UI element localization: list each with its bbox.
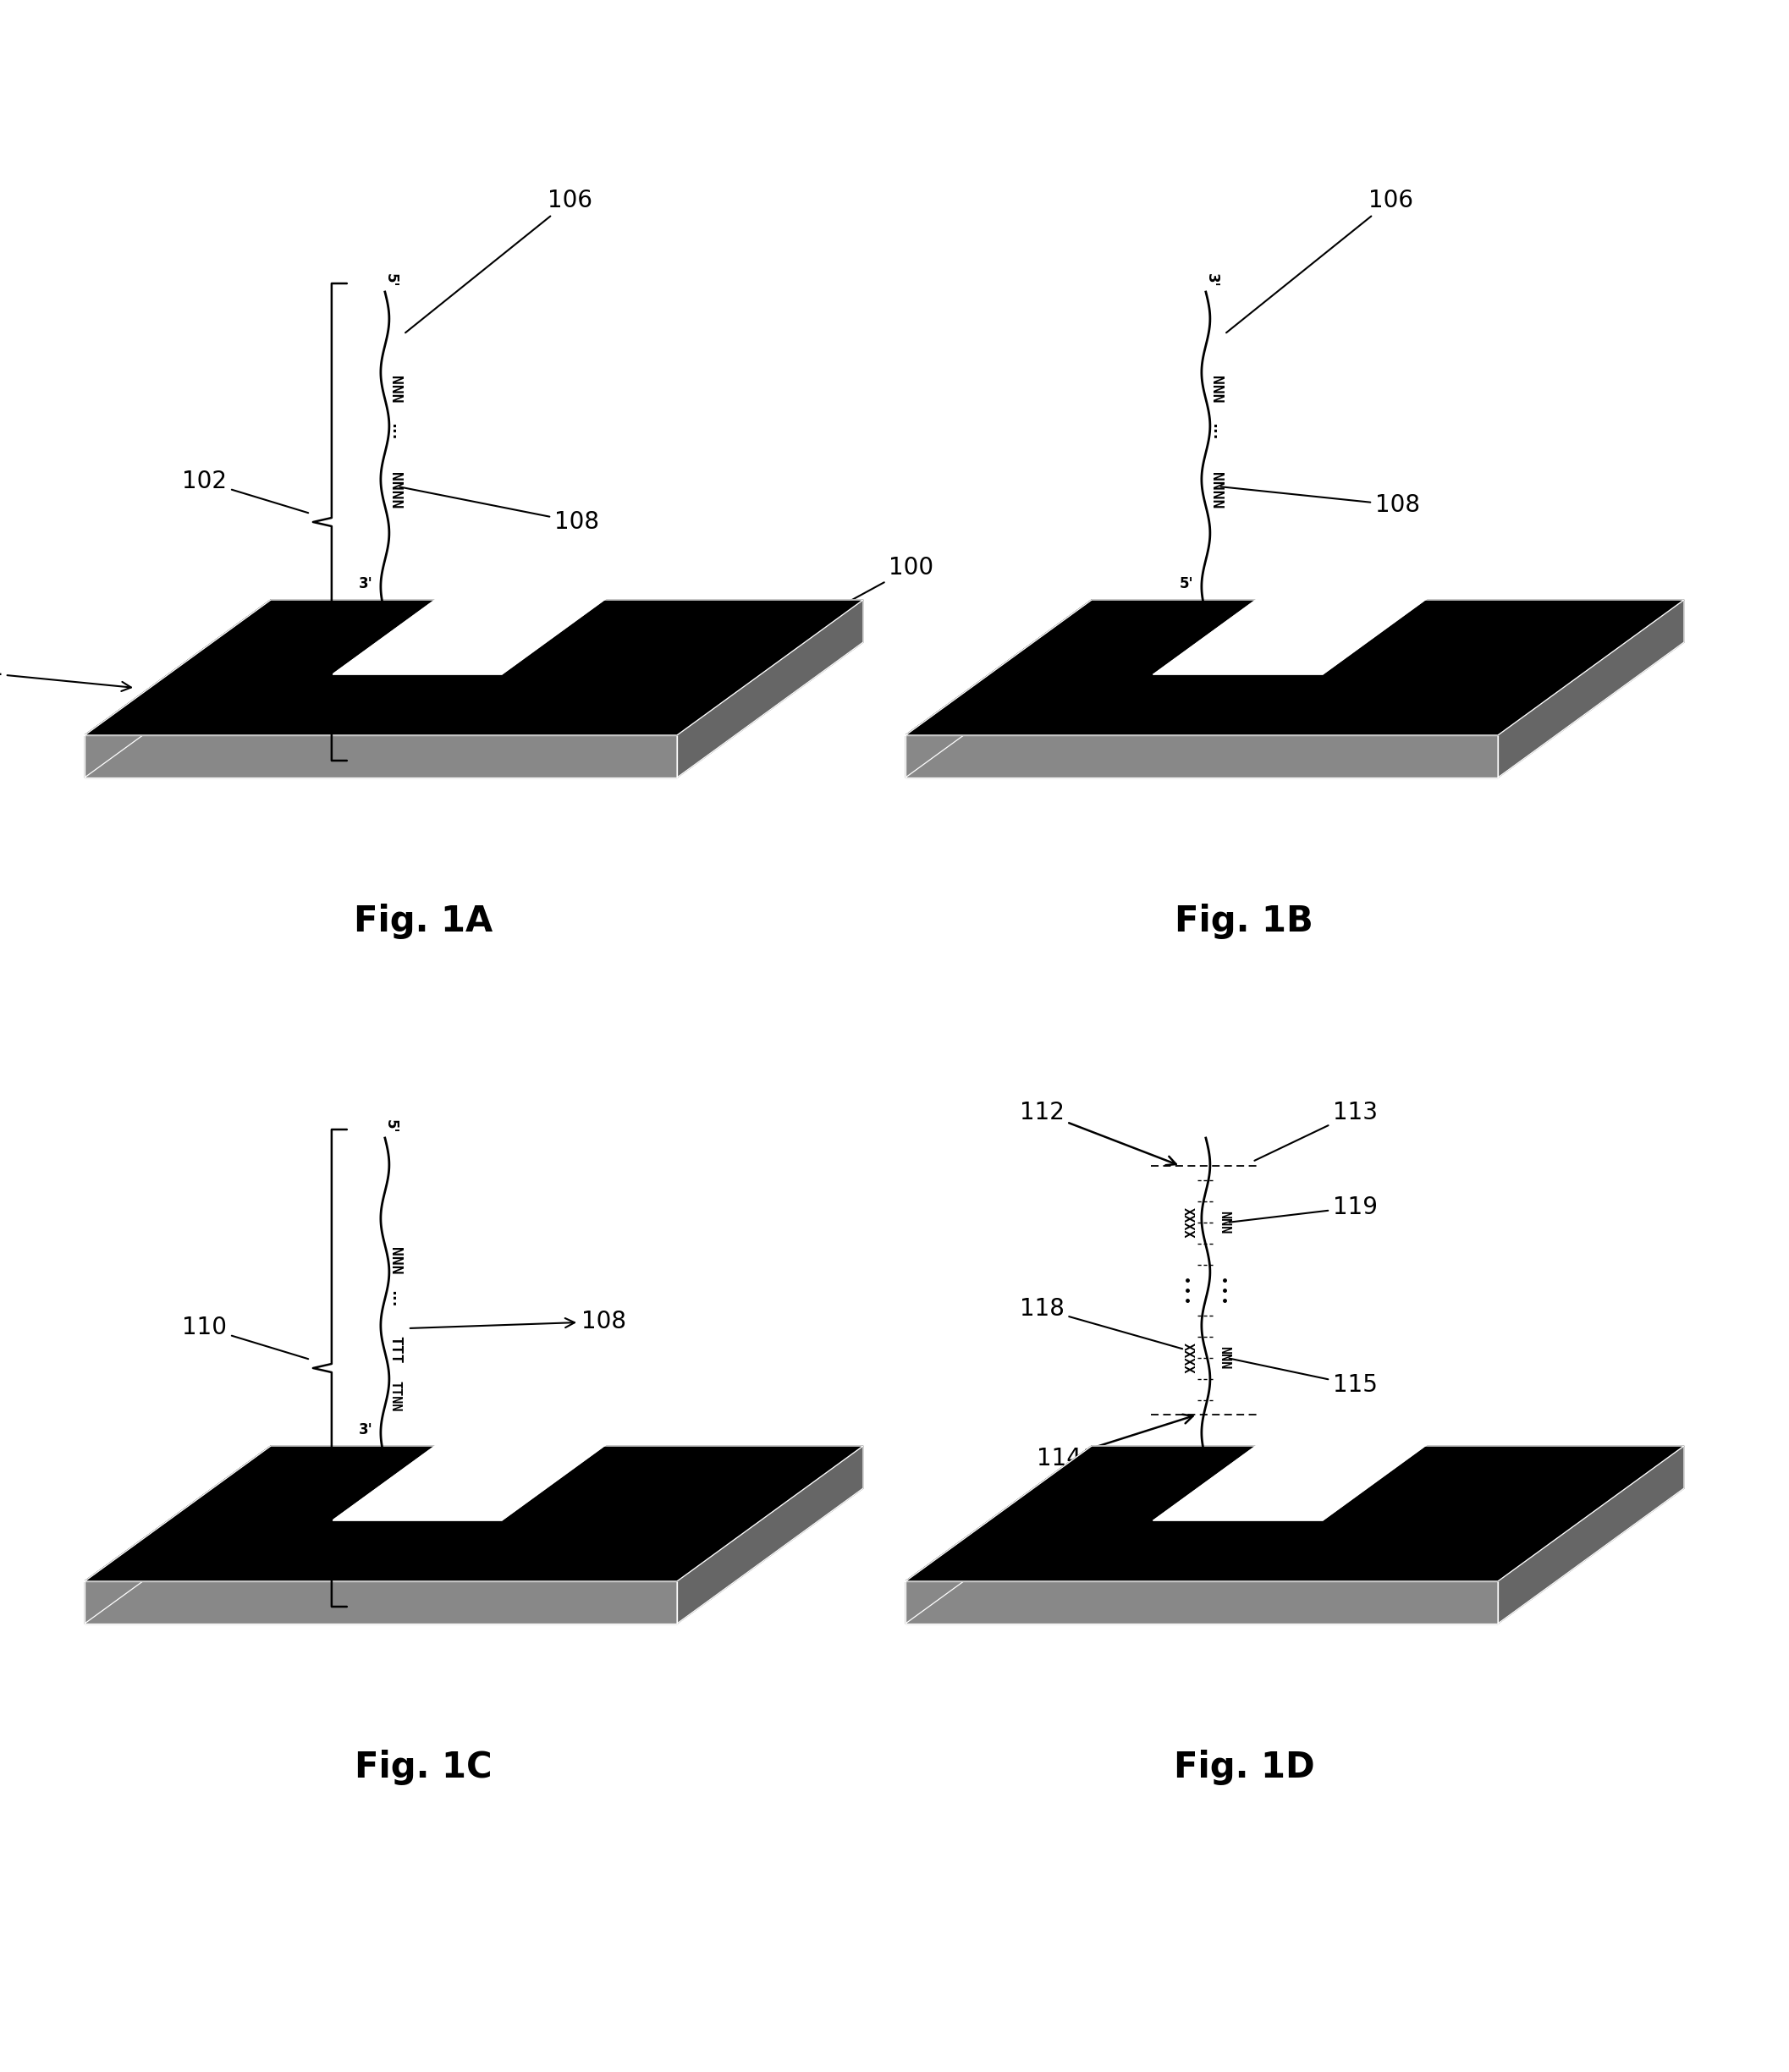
Polygon shape: [84, 1581, 676, 1624]
Polygon shape: [84, 601, 270, 777]
Text: NNN: NNN: [1218, 1210, 1231, 1235]
Text: NNN: NNN: [388, 375, 403, 402]
Text: 102: 102: [182, 470, 308, 514]
Text: 108: 108: [1220, 487, 1420, 516]
Polygon shape: [333, 1444, 606, 1521]
Text: NNN: NNN: [1218, 1347, 1231, 1370]
Polygon shape: [1154, 1444, 1428, 1521]
Polygon shape: [333, 599, 606, 673]
Text: ...: ...: [388, 1291, 403, 1307]
Text: 104: 104: [0, 661, 131, 692]
Polygon shape: [84, 1446, 270, 1624]
Polygon shape: [1154, 599, 1428, 673]
Text: NNN: NNN: [1208, 375, 1224, 402]
Text: 106: 106: [406, 189, 592, 334]
Text: ...: ...: [388, 423, 403, 439]
Text: 108: 108: [401, 487, 599, 535]
Text: 113: 113: [1254, 1100, 1378, 1160]
Text: NNNN: NNNN: [1208, 472, 1224, 510]
Polygon shape: [84, 736, 676, 777]
Text: 3': 3': [358, 576, 372, 591]
Text: 3': 3': [358, 1421, 372, 1438]
Text: XXXX: XXXX: [1181, 1343, 1193, 1374]
Text: 115: 115: [1229, 1359, 1378, 1397]
Text: TTNN: TTNN: [388, 1380, 401, 1411]
Polygon shape: [905, 1446, 1091, 1624]
Text: Fig. 1B: Fig. 1B: [1175, 903, 1313, 939]
Text: 118: 118: [1020, 1297, 1183, 1349]
Text: 3': 3': [1204, 274, 1220, 288]
Text: NNNN: NNNN: [388, 472, 403, 510]
Text: 114: 114: [1036, 1415, 1193, 1471]
Text: TTT: TTT: [388, 1336, 403, 1363]
Text: Fig. 1D: Fig. 1D: [1174, 1749, 1315, 1786]
Text: 112: 112: [1020, 1100, 1175, 1164]
Polygon shape: [905, 736, 1497, 777]
Text: 5': 5': [1179, 576, 1193, 591]
Text: XXXX: XXXX: [1181, 1208, 1193, 1237]
Polygon shape: [84, 601, 862, 736]
Text: 108: 108: [410, 1310, 626, 1334]
Text: Fig. 1C: Fig. 1C: [354, 1749, 492, 1786]
Polygon shape: [84, 1446, 862, 1581]
Text: Fig. 1A: Fig. 1A: [354, 903, 492, 939]
Polygon shape: [1497, 1446, 1683, 1624]
Text: 119: 119: [1229, 1196, 1378, 1222]
Polygon shape: [905, 1446, 1683, 1581]
Text: 5': 5': [383, 274, 399, 288]
Text: ...: ...: [1208, 423, 1224, 439]
Polygon shape: [905, 1581, 1497, 1624]
Text: NNN: NNN: [388, 1247, 403, 1274]
Polygon shape: [676, 601, 862, 777]
Text: 5': 5': [383, 1119, 399, 1133]
Polygon shape: [905, 601, 1683, 736]
Text: 100: 100: [823, 555, 934, 615]
Text: 110: 110: [182, 1316, 308, 1359]
Polygon shape: [905, 601, 1091, 777]
Polygon shape: [676, 1446, 862, 1624]
Polygon shape: [1497, 601, 1683, 777]
Text: 106: 106: [1225, 189, 1413, 334]
